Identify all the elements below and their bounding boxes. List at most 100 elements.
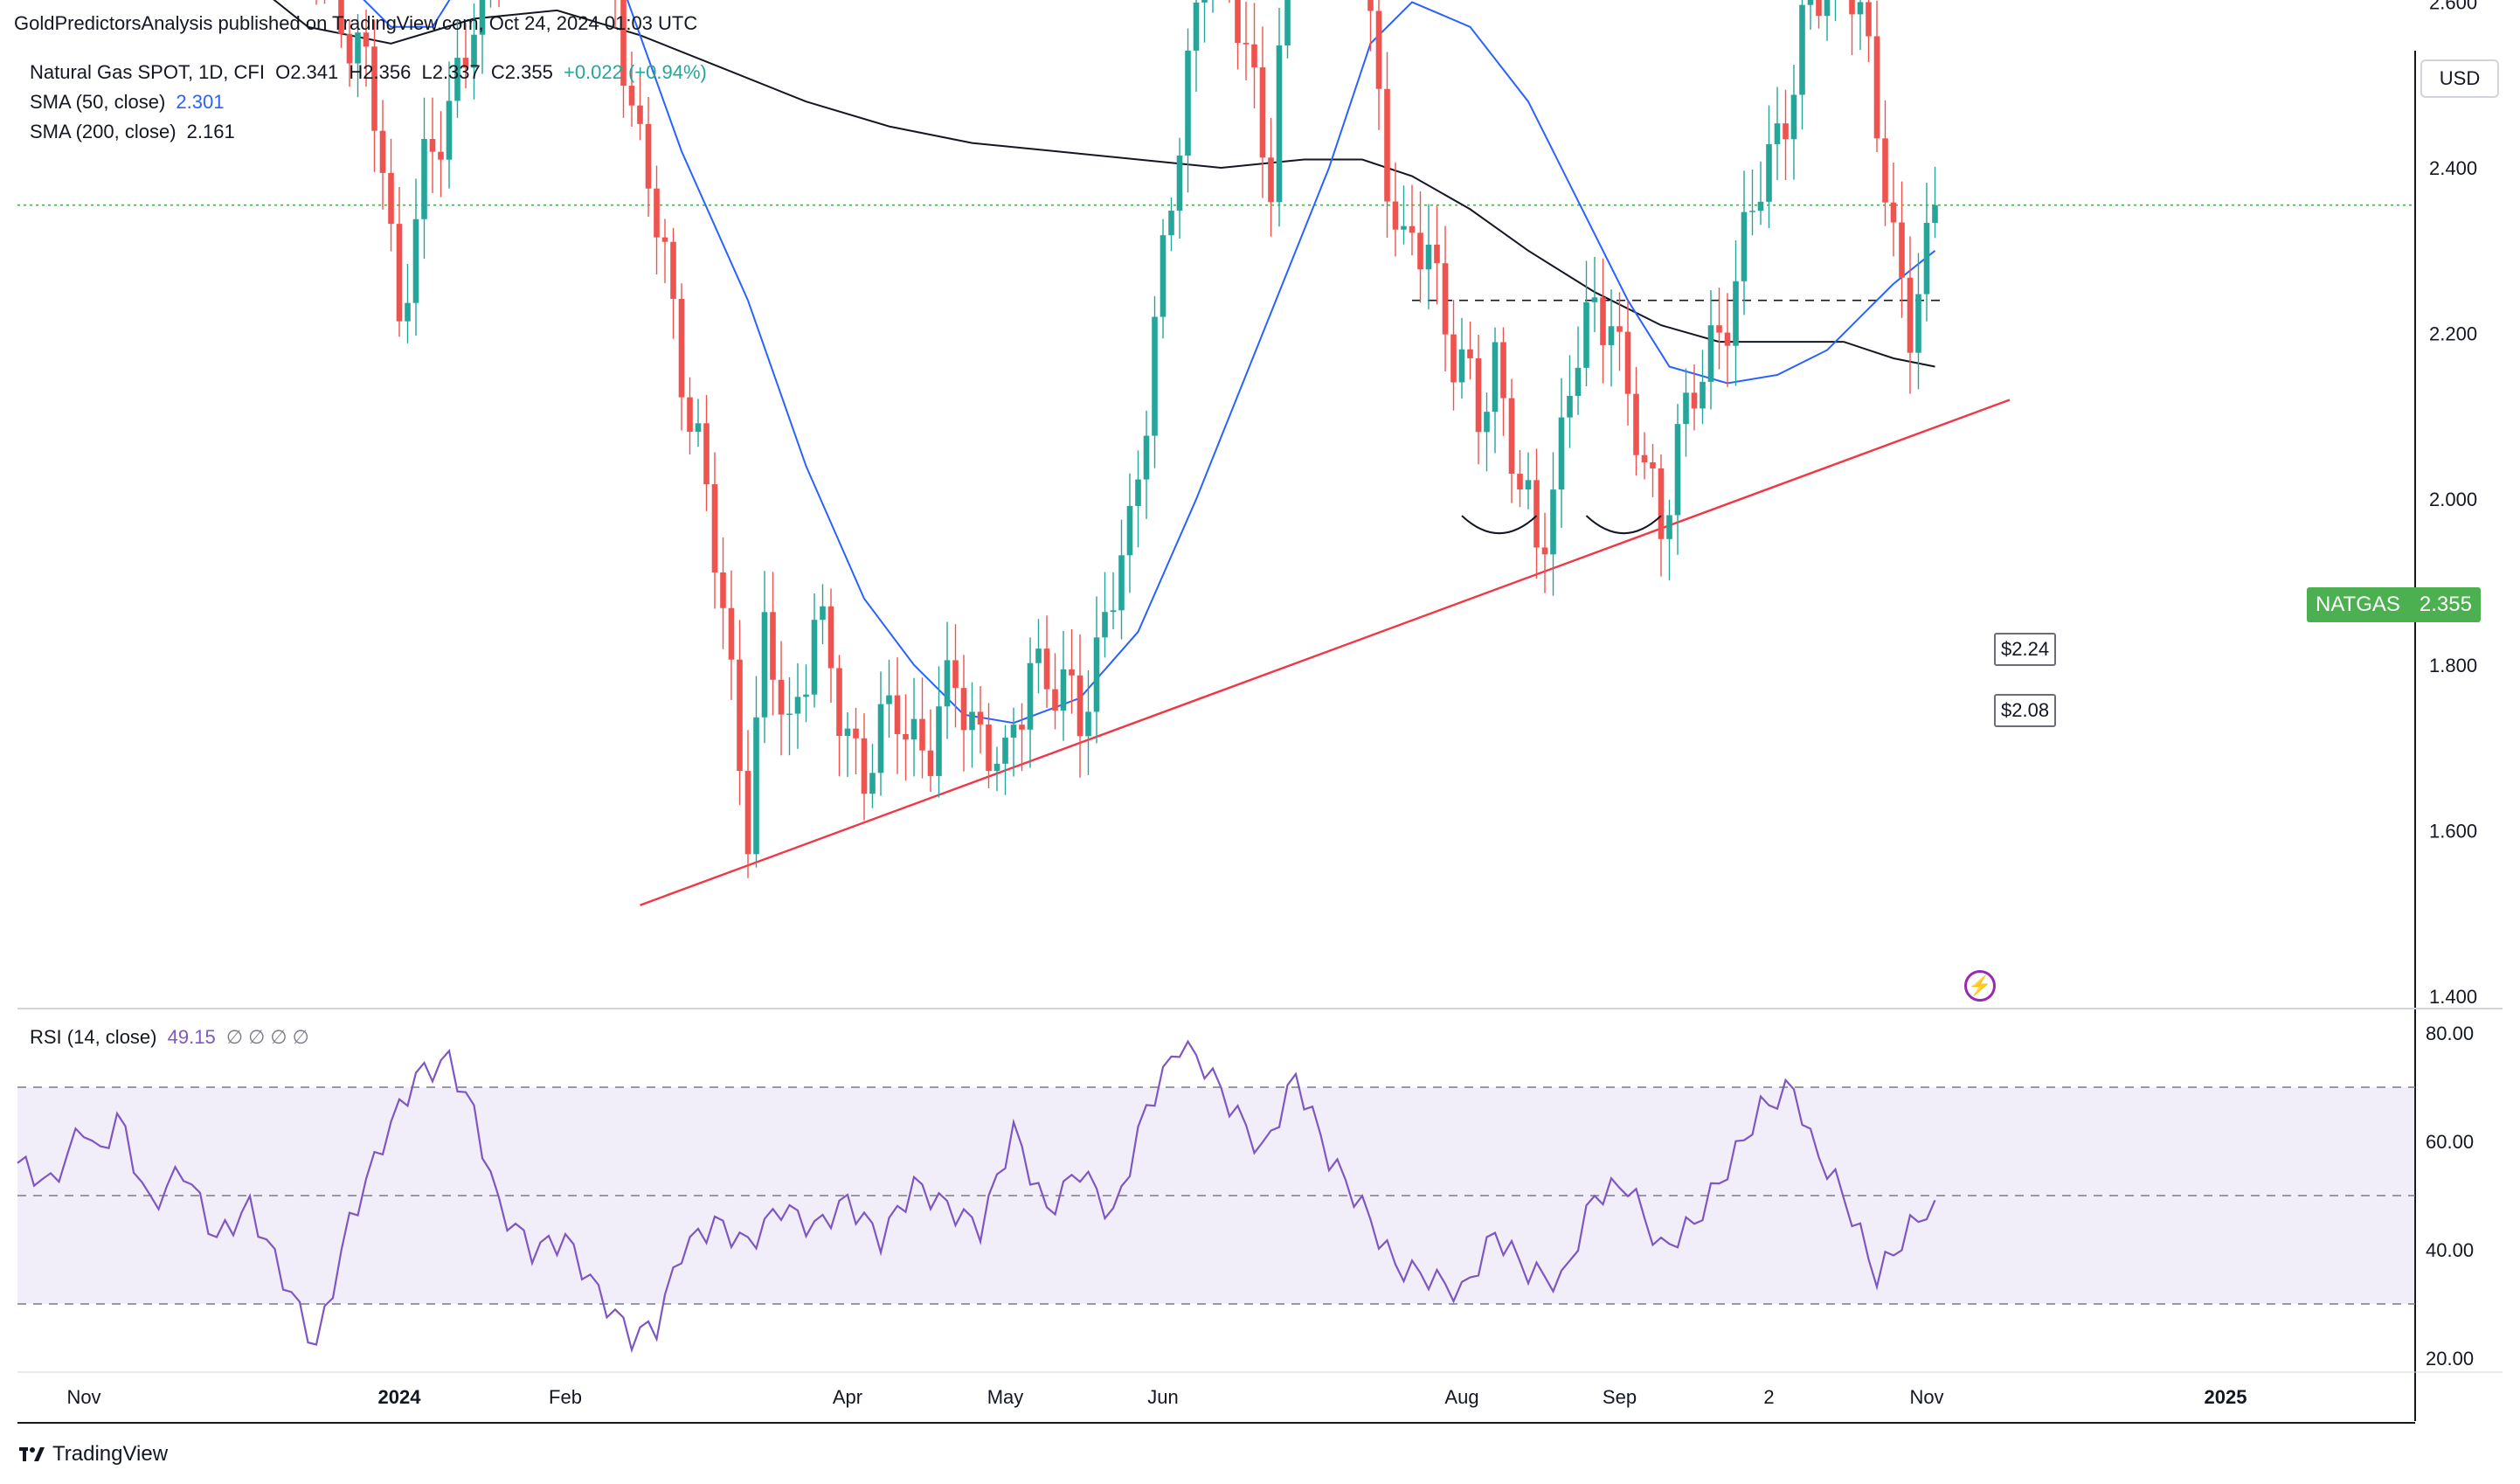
candle-body[interactable] (1193, 2, 1200, 51)
candle-body[interactable] (919, 718, 925, 751)
candle-body[interactable] (446, 101, 453, 160)
candle-body[interactable] (1442, 263, 1449, 335)
candle-body[interactable] (421, 138, 427, 219)
candle-body[interactable] (355, 32, 361, 64)
candle-body[interactable] (1458, 349, 1465, 383)
candle-body[interactable] (960, 688, 967, 731)
candle-body[interactable] (1392, 201, 1399, 230)
candle-body[interactable] (993, 763, 1000, 772)
candle-body[interactable] (1035, 648, 1042, 663)
candle-body[interactable] (869, 773, 876, 794)
candle-body[interactable] (1284, 0, 1291, 46)
candle-body[interactable] (405, 302, 411, 322)
candle-body[interactable] (877, 704, 884, 773)
candle-body[interactable] (703, 423, 710, 485)
candle-body[interactable] (1575, 367, 1582, 396)
candle-body[interactable] (1060, 669, 1067, 711)
candle-body[interactable] (1807, 0, 1814, 5)
candle-body[interactable] (1583, 302, 1589, 368)
candle-body[interactable] (1434, 244, 1440, 264)
candle-body[interactable] (1650, 462, 1656, 468)
candle-body[interactable] (1259, 67, 1266, 158)
candle-body[interactable] (695, 423, 702, 433)
candle-body[interactable] (338, 0, 344, 34)
symbol-name[interactable]: Natural Gas SPOT, 1D, CFI (30, 61, 265, 83)
candle-body[interactable] (479, 0, 486, 35)
candle-body[interactable] (1866, 2, 1872, 37)
candle-body[interactable] (1816, 0, 1822, 17)
candle-body[interactable] (645, 123, 652, 189)
candle-body[interactable] (1276, 45, 1283, 203)
candle-body[interactable] (1857, 2, 1864, 15)
lightning-icon[interactable]: ⚡ (1964, 970, 1996, 1002)
candle-body[interactable] (927, 750, 934, 776)
rsi-line[interactable] (17, 1039, 1936, 1354)
candle-body[interactable] (1674, 424, 1681, 516)
candle-body[interactable] (1375, 10, 1382, 89)
candle-body[interactable] (977, 711, 984, 725)
candle-body[interactable] (670, 241, 676, 299)
candle-body[interactable] (1716, 325, 1722, 333)
candle-body[interactable] (1185, 50, 1191, 156)
candle-body[interactable] (820, 606, 826, 621)
candle-body[interactable] (1873, 36, 1880, 139)
candle-body[interactable] (1201, 0, 1208, 3)
candle-body[interactable] (1558, 417, 1565, 490)
candle-body[interactable] (1849, 0, 1855, 15)
candle-body[interactable] (811, 620, 818, 695)
candle-body[interactable] (1591, 297, 1598, 302)
candle-body[interactable] (1757, 201, 1764, 212)
candle-body[interactable] (844, 728, 851, 737)
candle-body[interactable] (687, 397, 693, 433)
candle-body[interactable] (1409, 225, 1416, 233)
candle-body[interactable] (1401, 225, 1407, 230)
candle-body[interactable] (1043, 648, 1050, 690)
candle-body[interactable] (1152, 316, 1158, 436)
candle-body[interactable] (1907, 277, 1914, 353)
candle-body[interactable] (438, 151, 444, 160)
candle-body[interactable] (654, 188, 660, 238)
candle-body[interactable] (711, 484, 718, 572)
currency-button[interactable]: USD (2420, 59, 2499, 98)
candle-body[interactable] (1069, 669, 1075, 676)
candle-body[interactable] (1102, 612, 1108, 638)
rsi-legend[interactable]: RSI (14, close) 49.15 ∅ ∅ ∅ ∅ (30, 1026, 315, 1049)
candle-body[interactable] (1010, 725, 1017, 738)
candle-body[interactable] (1176, 156, 1183, 212)
candle-body[interactable] (1052, 689, 1058, 711)
candle-body[interactable] (620, 0, 627, 87)
candle-body[interactable] (396, 224, 403, 322)
candle-body[interactable] (1633, 393, 1639, 455)
candle-body[interactable] (728, 607, 735, 660)
candle-body[interactable] (371, 46, 377, 131)
sma200-line[interactable] (17, 0, 1935, 368)
candle-body[interactable] (1766, 143, 1772, 202)
candle-body[interactable] (1658, 468, 1665, 539)
sma50-legend[interactable]: SMA (50, close) 2.301 (30, 91, 229, 114)
candle-body[interactable] (1126, 505, 1133, 556)
candle-body[interactable] (786, 713, 793, 716)
candle-body[interactable] (1882, 138, 1888, 203)
candle-body[interactable] (1484, 412, 1490, 433)
candle-body[interactable] (1235, 0, 1241, 44)
candle-body[interactable] (1492, 342, 1499, 413)
candle-body[interactable] (1450, 334, 1457, 383)
candle-body[interactable] (661, 237, 668, 242)
candle-body[interactable] (753, 717, 759, 855)
candle-body[interactable] (744, 771, 751, 855)
candle-body[interactable] (1143, 435, 1150, 480)
candle-body[interactable] (861, 738, 868, 794)
candle-body[interactable] (1160, 235, 1167, 317)
candle-body[interactable] (1425, 244, 1432, 270)
candle-body[interactable] (637, 105, 643, 124)
candle-body[interactable] (1417, 232, 1423, 270)
candle-body[interactable] (720, 572, 726, 608)
candle-body[interactable] (1790, 94, 1797, 140)
candle-body[interactable] (1567, 395, 1573, 418)
candle-body[interactable] (1367, 0, 1374, 11)
candle-body[interactable] (1475, 357, 1482, 433)
candle-body[interactable] (778, 679, 785, 715)
candle-body[interactable] (1733, 281, 1739, 346)
candle-body[interactable] (1093, 637, 1100, 712)
